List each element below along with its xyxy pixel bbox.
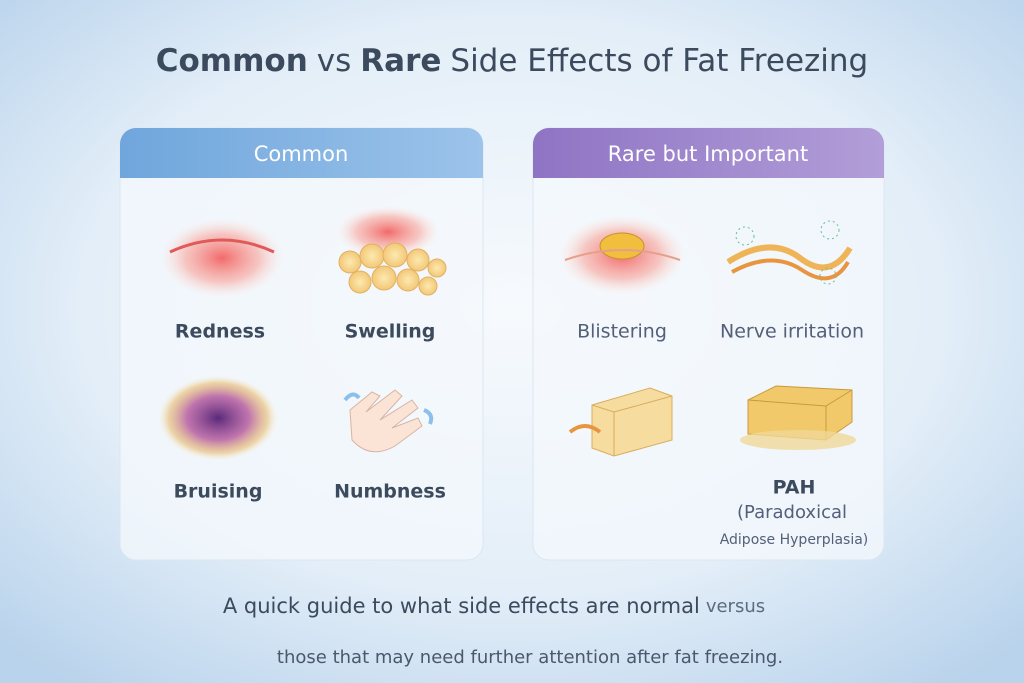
numbness-illustration (343, 389, 434, 453)
item-detail: Adipose Hyperplasia) (720, 532, 869, 548)
item-label: Numbness (334, 481, 446, 503)
rare-panel: Rare but Important Blistering Nerve irri… (532, 127, 885, 561)
footer-text: A quick guide to what side effects are n… (223, 594, 700, 618)
pah-illustration (740, 385, 856, 450)
footer-line: those that may need further attention af… (277, 647, 783, 668)
swelling-illustration (336, 206, 447, 296)
redness-illustration (160, 218, 284, 298)
title-part: Rare (360, 43, 441, 79)
nerve-illustration (726, 220, 853, 285)
blistering-illustration (558, 215, 686, 295)
title-part: Common (156, 43, 308, 79)
title-part: vs (317, 43, 352, 79)
item-label: Bruising (174, 481, 263, 503)
footer-text: versus (706, 596, 765, 617)
common-panel: Common Redness Swelling Bruising Numbnes… (119, 127, 484, 561)
bruising-illustration (156, 374, 280, 462)
item-label: Swelling (345, 321, 436, 343)
item-label: PAH (773, 477, 816, 499)
title: Common vs Rare Side Effects of Fat Freezing (156, 43, 868, 79)
item-label: Blistering (577, 321, 667, 343)
panel-heading: Rare but Important (608, 142, 808, 166)
title-part: Side Effects of Fat Freezing (450, 43, 868, 79)
panel-heading: Common (254, 142, 349, 166)
item-label: Nerve irritation (720, 321, 864, 343)
item-detail: (Paradoxical (737, 502, 847, 523)
item-label: Redness (175, 321, 265, 343)
footer-line: A quick guide to what side effects are n… (223, 594, 765, 618)
fat-tissue-illustration (568, 387, 673, 457)
